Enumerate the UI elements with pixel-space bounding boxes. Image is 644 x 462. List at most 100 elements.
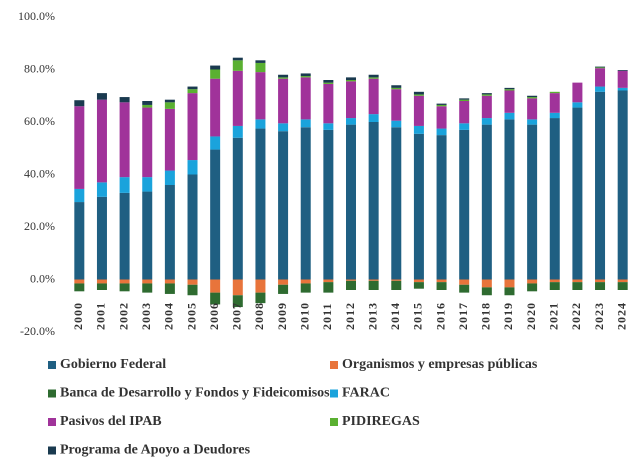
bar-segment [617, 282, 628, 290]
bar-segment [278, 123, 289, 132]
bar-segment [323, 282, 334, 293]
bar-segment [232, 60, 243, 71]
bar-segment [300, 76, 311, 78]
bar-segment [459, 123, 470, 130]
x-tick-label: 2005 [184, 302, 198, 330]
y-tick-label: 0.0% [30, 271, 55, 285]
bar-segment [436, 106, 447, 129]
bar-segment [210, 279, 221, 293]
bar-segment [255, 60, 266, 63]
bar-segment [232, 70, 243, 126]
bar-segment [549, 282, 560, 290]
legend-label: Organismos y empresas públicas [342, 357, 538, 372]
bar-segment [142, 107, 153, 178]
bar-segment [255, 292, 266, 304]
bar-segment [549, 112, 560, 119]
bar-segment [323, 129, 334, 280]
bar-segment [436, 279, 447, 283]
x-tick-label: 2017 [456, 302, 470, 330]
x-tick-label: 2014 [388, 302, 402, 330]
bar-segment [346, 279, 356, 281]
bar-segment [346, 118, 356, 125]
bar-segment [142, 101, 153, 105]
bar-segment [96, 279, 107, 284]
bar-segment [187, 86, 198, 90]
bar-segment [323, 82, 334, 84]
bar-segment [527, 279, 538, 284]
bar-segment [74, 100, 85, 107]
bar-segment [119, 279, 130, 284]
bar-segment [323, 279, 334, 283]
bar-segment [164, 283, 175, 294]
bar-segment [368, 280, 379, 290]
bar-segment [278, 74, 289, 78]
bar-segment [255, 128, 266, 280]
bar-segment [278, 78, 289, 124]
legend-swatch [48, 446, 56, 455]
bar-segment [278, 131, 289, 280]
bar-segment [459, 98, 470, 100]
bar-segment [300, 77, 311, 120]
bar-segment [74, 202, 85, 280]
bar-segment [119, 283, 130, 292]
x-tick-label: 2001 [94, 302, 108, 330]
bar-segment [142, 191, 153, 280]
bar-segment [323, 83, 334, 124]
bar-segment [391, 127, 402, 280]
bar-segment [527, 97, 538, 99]
legend-swatch [48, 361, 56, 369]
bar-segment [436, 128, 447, 136]
bar-segment [572, 102, 583, 108]
bar-segment [504, 287, 515, 296]
bar-segment [459, 101, 470, 124]
bar-segment [164, 99, 175, 103]
x-tick-label: 2004 [162, 302, 176, 330]
x-tick-label: 2011 [320, 303, 334, 330]
bar-segment [572, 82, 583, 103]
bar-segment [96, 196, 107, 280]
bar-segment [74, 188, 85, 203]
bar-segment [413, 94, 424, 96]
bar-segment [164, 108, 175, 171]
bar-segment [481, 95, 492, 119]
legend-label: Programa de Apoyo a Deudores [60, 443, 251, 458]
y-tick-label: 40.0% [24, 166, 55, 180]
bar-segment [368, 122, 379, 280]
x-tick-label: 2019 [501, 302, 515, 330]
bar-segment [368, 114, 379, 122]
y-tick-label: 100.0% [18, 9, 55, 23]
bar-segment [549, 118, 560, 280]
bar-segment [255, 72, 266, 120]
legend-label: FARAC [342, 386, 390, 401]
bar-segment [119, 97, 130, 103]
bar-segment [119, 192, 130, 280]
bar-segment [413, 133, 424, 280]
bar-segment [142, 279, 153, 284]
bar-segment [187, 160, 198, 175]
bar-segment [481, 118, 492, 125]
x-tick-label: 2015 [411, 302, 425, 330]
bar-segment [210, 292, 221, 305]
bar-segment [164, 102, 175, 109]
bar-segment [368, 74, 379, 78]
legend-swatch [330, 418, 338, 426]
bar-segment [142, 177, 153, 192]
bar-segment [595, 279, 606, 283]
bar-segment [232, 125, 243, 138]
bar-segment [572, 279, 583, 283]
bar-segment [164, 185, 175, 280]
bar-segment [617, 279, 628, 283]
bar-segment [549, 91, 560, 94]
bar-segment [255, 119, 266, 129]
bar-segment [142, 104, 153, 108]
bar-segment [210, 65, 221, 70]
bar-segment [595, 68, 606, 87]
bar-segment [481, 124, 492, 280]
bar-segment [481, 94, 492, 96]
x-tick-label: 2023 [592, 302, 606, 330]
bar-segment [74, 283, 85, 292]
bar-segment [595, 282, 606, 290]
y-tick-label: 20.0% [24, 219, 55, 233]
x-tick-label: 2009 [275, 302, 289, 330]
